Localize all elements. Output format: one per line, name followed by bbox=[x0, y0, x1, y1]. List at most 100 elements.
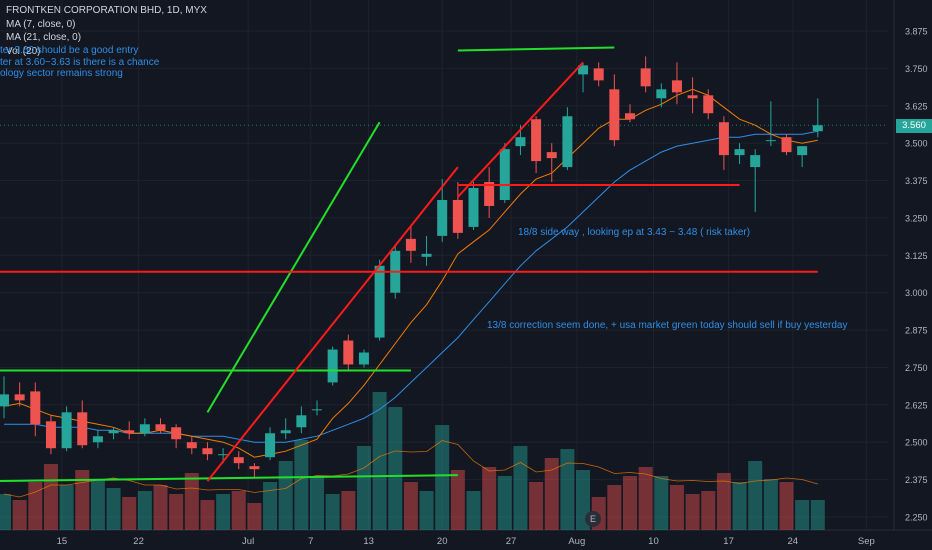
volume-bar bbox=[763, 479, 778, 530]
y-tick-label: 2.250 bbox=[905, 513, 928, 523]
volume-bar bbox=[153, 485, 168, 530]
y-tick-label: 2.875 bbox=[905, 326, 928, 336]
candle-body bbox=[578, 65, 589, 75]
candle-body bbox=[609, 89, 620, 141]
volume-bar bbox=[544, 458, 559, 530]
volume-bar bbox=[28, 482, 43, 530]
candle-body bbox=[515, 137, 526, 147]
annotation-correction-note[interactable]: 13/8 correction seem done, + usa market … bbox=[487, 320, 848, 331]
volume-bar bbox=[669, 485, 684, 530]
candle-body bbox=[343, 340, 354, 365]
x-tick-label: 7 bbox=[308, 536, 313, 547]
candle-body bbox=[312, 409, 322, 411]
candle-body bbox=[640, 68, 651, 87]
candle-body bbox=[812, 125, 823, 132]
x-tick-label: Sep bbox=[858, 536, 875, 547]
volume-bar bbox=[75, 470, 90, 530]
last-price-label: 3.560 bbox=[896, 119, 932, 133]
y-tick-label: 3.625 bbox=[905, 101, 928, 111]
y-tick-label: 2.500 bbox=[905, 438, 928, 448]
y-tick-label: 2.375 bbox=[905, 475, 928, 485]
candle-body bbox=[296, 415, 307, 428]
x-tick-label: 24 bbox=[787, 536, 798, 547]
volume-bar bbox=[529, 482, 544, 530]
volume-bar bbox=[388, 407, 403, 530]
volume-bar bbox=[137, 491, 152, 530]
volume-bar bbox=[106, 488, 121, 530]
candle-body bbox=[703, 95, 714, 114]
volume-bar bbox=[560, 449, 575, 530]
y-tick-label: 3.125 bbox=[905, 251, 928, 261]
volume-bar bbox=[419, 491, 434, 530]
volume-bar bbox=[59, 485, 74, 530]
red-trend-line bbox=[457, 61, 584, 198]
y-tick-label: 3.500 bbox=[905, 139, 928, 149]
volume-legend: Vol (20) bbox=[6, 45, 41, 57]
annotation-entry-note[interactable]: ter 3.60 should be a good entry ter at 3… bbox=[0, 45, 159, 80]
annotation-sideway-note[interactable]: 18/8 side way , looking ep at 3.43 ~ 3.4… bbox=[518, 227, 751, 238]
x-tick-label: 17 bbox=[723, 536, 734, 547]
candle-body bbox=[437, 199, 448, 236]
volume-bar bbox=[482, 467, 497, 530]
candle-body bbox=[124, 430, 135, 434]
x-tick-label: 13 bbox=[363, 536, 374, 547]
candle-body bbox=[656, 89, 667, 99]
volume-bar bbox=[607, 485, 622, 530]
ma7-legend: MA (7, close, 0) bbox=[6, 18, 76, 30]
candle-body bbox=[562, 116, 573, 168]
candle-body bbox=[687, 95, 698, 99]
earnings-marker[interactable]: E bbox=[585, 511, 601, 527]
candle-body bbox=[171, 427, 182, 440]
candle-body bbox=[14, 394, 25, 401]
x-tick-label: 22 bbox=[133, 536, 144, 547]
y-tick-label: 2.750 bbox=[905, 363, 928, 373]
candle-body bbox=[265, 433, 276, 458]
symbol-title: FRONTKEN CORPORATION BHD, 1D, MYX bbox=[6, 5, 207, 16]
volume-bar bbox=[513, 446, 528, 530]
volume-bar bbox=[43, 464, 58, 530]
y-tick-label: 3.875 bbox=[905, 27, 928, 37]
volume-bar bbox=[184, 473, 199, 530]
volume-bar bbox=[748, 461, 763, 530]
volume-bar bbox=[716, 473, 731, 530]
volume-bar bbox=[169, 494, 184, 530]
volume-bar bbox=[341, 491, 356, 530]
candle-body bbox=[499, 149, 510, 200]
y-tick-label: 3.750 bbox=[905, 64, 928, 74]
volume-bar bbox=[654, 476, 669, 530]
ma21-legend: MA (21, close, 0) bbox=[6, 32, 82, 43]
candle-body bbox=[421, 253, 432, 257]
candle-body bbox=[765, 140, 776, 142]
annotation-line: ter at 3.60~3.63 is there is a chance bbox=[0, 56, 160, 68]
candle-body bbox=[61, 412, 72, 449]
annotation-line: ology sector remains strong bbox=[0, 68, 123, 79]
candle-body bbox=[30, 391, 41, 425]
candle-body bbox=[671, 80, 682, 93]
volume-bar bbox=[372, 392, 387, 530]
volume-bar bbox=[294, 440, 309, 530]
volume-bar bbox=[497, 476, 512, 530]
candle-body bbox=[202, 448, 213, 455]
green-trend-line bbox=[0, 474, 458, 482]
candle-body bbox=[280, 430, 291, 434]
candle-body bbox=[45, 421, 56, 449]
candle-body bbox=[797, 146, 808, 156]
volume-bar bbox=[200, 500, 215, 530]
volume-bar bbox=[263, 482, 278, 530]
ma21-line bbox=[4, 130, 818, 443]
volume-bar bbox=[247, 503, 262, 530]
candle-body bbox=[546, 152, 557, 159]
y-tick-label: 3.000 bbox=[905, 288, 928, 298]
volume-bar bbox=[638, 467, 653, 530]
ma7-line bbox=[3, 88, 818, 458]
x-tick-label: Aug bbox=[568, 536, 585, 547]
candle-body bbox=[108, 430, 119, 434]
volume-bar bbox=[310, 476, 324, 530]
y-tick-label: 3.250 bbox=[905, 213, 928, 223]
x-tick-label: 27 bbox=[506, 536, 517, 547]
candle-body bbox=[750, 155, 761, 168]
chart-legend: FRONTKEN CORPORATION BHD, 1D, MYX MA (7,… bbox=[6, 4, 207, 58]
volume-bar bbox=[795, 500, 810, 530]
x-tick-label: 10 bbox=[648, 536, 659, 547]
